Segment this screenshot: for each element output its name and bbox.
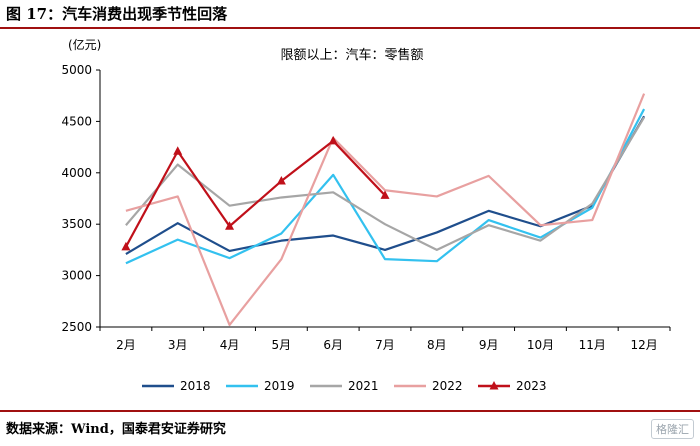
- y-tick-label: 4000: [61, 166, 92, 180]
- data-point-2023: [380, 190, 390, 199]
- legend-label-2023: 2023: [516, 379, 547, 393]
- source-note: 数据来源：Wind，国泰君安证券研究: [6, 422, 226, 437]
- y-tick-label: 4500: [61, 114, 92, 128]
- legend: 2018 2019 2021 2022 2023: [142, 379, 547, 393]
- data-point-2023: [173, 146, 183, 155]
- x-tick-label: 2月: [116, 338, 136, 352]
- chart-title: 限额以上：汽车：零售额: [280, 47, 423, 63]
- x-tick-label: 9月: [479, 338, 499, 352]
- y-axis-label: (亿元): [68, 37, 101, 52]
- y-tick-label: 3000: [61, 269, 92, 283]
- data-point-2023: [328, 135, 338, 145]
- legend-marker-2023: [489, 381, 499, 390]
- series-line-2018: [125, 115, 646, 255]
- watermark-logo: 格隆汇: [651, 419, 694, 439]
- x-tick-label: 8月: [427, 338, 447, 352]
- footer-rule: [0, 410, 700, 412]
- y-tick-label: 5000: [61, 63, 92, 77]
- line-chart: (亿元) 限额以上：汽车：零售额 2500 3000 3500 4000 4500 500…: [61, 37, 671, 393]
- series-line-2021: [125, 116, 646, 251]
- series-line-2023: [124, 139, 386, 248]
- x-tick-label: 11月: [579, 338, 606, 352]
- series-line-2022: [125, 93, 646, 327]
- y-tick-label: 2500: [61, 320, 92, 334]
- x-tick-label: 7月: [375, 338, 395, 352]
- x-tick-label: 10月: [527, 338, 554, 352]
- legend-label-2021: 2021: [348, 379, 379, 393]
- figure-title: 图 17：汽车消费出现季节性回落: [6, 5, 228, 23]
- data-point-2023: [225, 221, 235, 230]
- x-tick-label: 5月: [272, 338, 292, 352]
- data-point-2023: [121, 241, 131, 251]
- legend-label-2018: 2018: [180, 379, 211, 393]
- x-tick-label: 6月: [323, 338, 343, 352]
- series-layer: [121, 93, 646, 327]
- x-tick-label: 4月: [220, 338, 240, 352]
- axes: 2500 3000 3500 4000 4500 5000 2月 3月 4月 5月 6月 7月 8月 9月…: [61, 63, 671, 352]
- y-tick-label: 3500: [61, 217, 92, 231]
- header-rule: [0, 27, 700, 29]
- data-point-2023: [276, 176, 286, 185]
- x-tick-label: 3月: [168, 338, 188, 352]
- legend-label-2022: 2022: [432, 379, 463, 393]
- legend-label-2019: 2019: [264, 379, 295, 393]
- x-tick-label: 12月: [630, 338, 657, 352]
